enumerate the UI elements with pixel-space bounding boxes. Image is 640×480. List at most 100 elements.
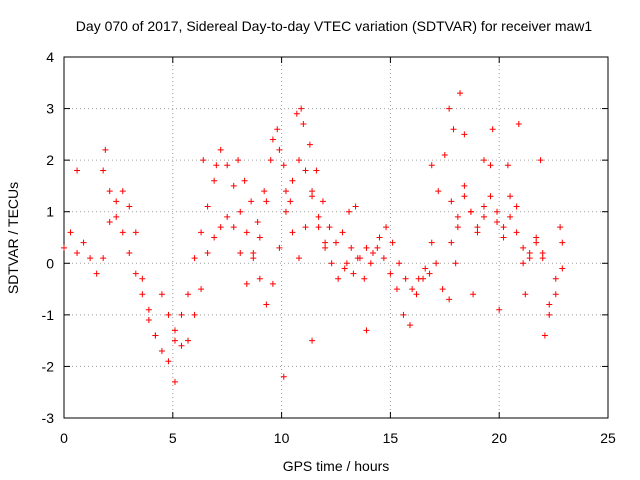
data-point <box>322 239 329 246</box>
y-tick-label: 2 <box>46 152 54 168</box>
x-tick-label: 20 <box>491 430 507 446</box>
data-point <box>309 188 316 195</box>
x-tick-label: 0 <box>60 430 68 446</box>
data-point <box>213 162 220 169</box>
data-point <box>435 188 442 195</box>
data-point <box>191 255 198 262</box>
data-point <box>74 167 81 174</box>
data-point <box>243 229 250 236</box>
data-point <box>356 255 363 262</box>
data-point <box>165 358 172 365</box>
data-point <box>313 167 320 174</box>
data-point <box>80 239 87 246</box>
data-point <box>113 198 120 205</box>
data-point <box>250 255 257 262</box>
data-point <box>250 249 257 256</box>
data-point <box>335 275 342 282</box>
x-axis-label: GPS time / hours <box>283 458 390 474</box>
data-point <box>93 270 100 277</box>
series-track-b <box>158 136 453 349</box>
x-tick-labels: 0 5 10 15 20 25 <box>60 430 616 446</box>
data-point <box>309 337 316 344</box>
data-point <box>515 121 522 128</box>
data-point <box>256 234 263 241</box>
data-point <box>261 188 268 195</box>
data-point <box>282 188 289 195</box>
y-tick-label: -3 <box>42 410 55 426</box>
data-point <box>200 157 207 164</box>
data-point <box>237 249 244 256</box>
x-tick-label: 5 <box>169 430 177 446</box>
data-point <box>341 265 348 272</box>
data-point <box>441 151 448 158</box>
data-point <box>158 347 165 354</box>
data-point <box>315 213 322 220</box>
data-point <box>346 208 353 215</box>
data-point <box>557 224 564 231</box>
data-point <box>374 244 381 251</box>
data-point <box>400 311 407 318</box>
data-point <box>315 224 322 231</box>
data-point <box>139 275 146 282</box>
data-point <box>198 286 205 293</box>
data-point <box>204 203 211 210</box>
data-point <box>415 275 422 282</box>
data-point <box>256 275 263 282</box>
data-point <box>326 224 333 231</box>
data-point <box>489 126 496 133</box>
data-point <box>533 234 540 241</box>
data-point <box>126 203 133 210</box>
data-point <box>474 224 481 231</box>
data-point <box>319 198 326 205</box>
data-point <box>211 234 218 241</box>
data-point <box>461 131 468 138</box>
data-point <box>100 255 107 262</box>
data-point <box>406 322 413 329</box>
data-point <box>267 157 274 164</box>
data-point <box>280 162 287 169</box>
data-point <box>504 162 511 169</box>
grid-lines <box>64 57 608 418</box>
data-point <box>396 260 403 267</box>
data-point <box>383 224 390 231</box>
data-point <box>559 265 566 272</box>
data-point <box>276 244 283 251</box>
data-point <box>422 265 429 272</box>
series-track-d <box>343 151 566 308</box>
data-point <box>541 332 548 339</box>
data-point <box>559 239 566 246</box>
data-point <box>526 255 533 262</box>
data-point <box>178 342 185 349</box>
data-point <box>361 275 368 282</box>
data-point <box>132 229 139 236</box>
y-tick-label: 1 <box>46 204 54 220</box>
data-point <box>217 146 224 153</box>
data-point <box>448 239 455 246</box>
data-point <box>211 177 218 184</box>
data-point <box>309 193 316 200</box>
y-axis-label: SDTVAR / TECUs <box>5 182 21 294</box>
data-point <box>224 162 231 169</box>
data-point <box>520 260 527 267</box>
data-point <box>113 213 120 220</box>
data-point <box>280 373 287 380</box>
data-point <box>74 249 81 256</box>
data-point <box>513 203 520 210</box>
data-point <box>461 182 468 189</box>
data-point <box>428 239 435 246</box>
data-point <box>450 126 457 133</box>
data-point <box>276 146 283 153</box>
series-track-e <box>448 193 566 318</box>
data-point <box>387 270 394 277</box>
data-point <box>467 208 474 215</box>
data-point <box>145 317 152 324</box>
data-point <box>389 239 396 246</box>
data-point <box>446 296 453 303</box>
data-point <box>520 244 527 251</box>
data-point <box>513 229 520 236</box>
data-point <box>533 239 540 246</box>
data-point <box>452 260 459 267</box>
data-point <box>457 90 464 97</box>
data-point <box>413 291 420 298</box>
y-tick-label: -1 <box>42 307 55 323</box>
